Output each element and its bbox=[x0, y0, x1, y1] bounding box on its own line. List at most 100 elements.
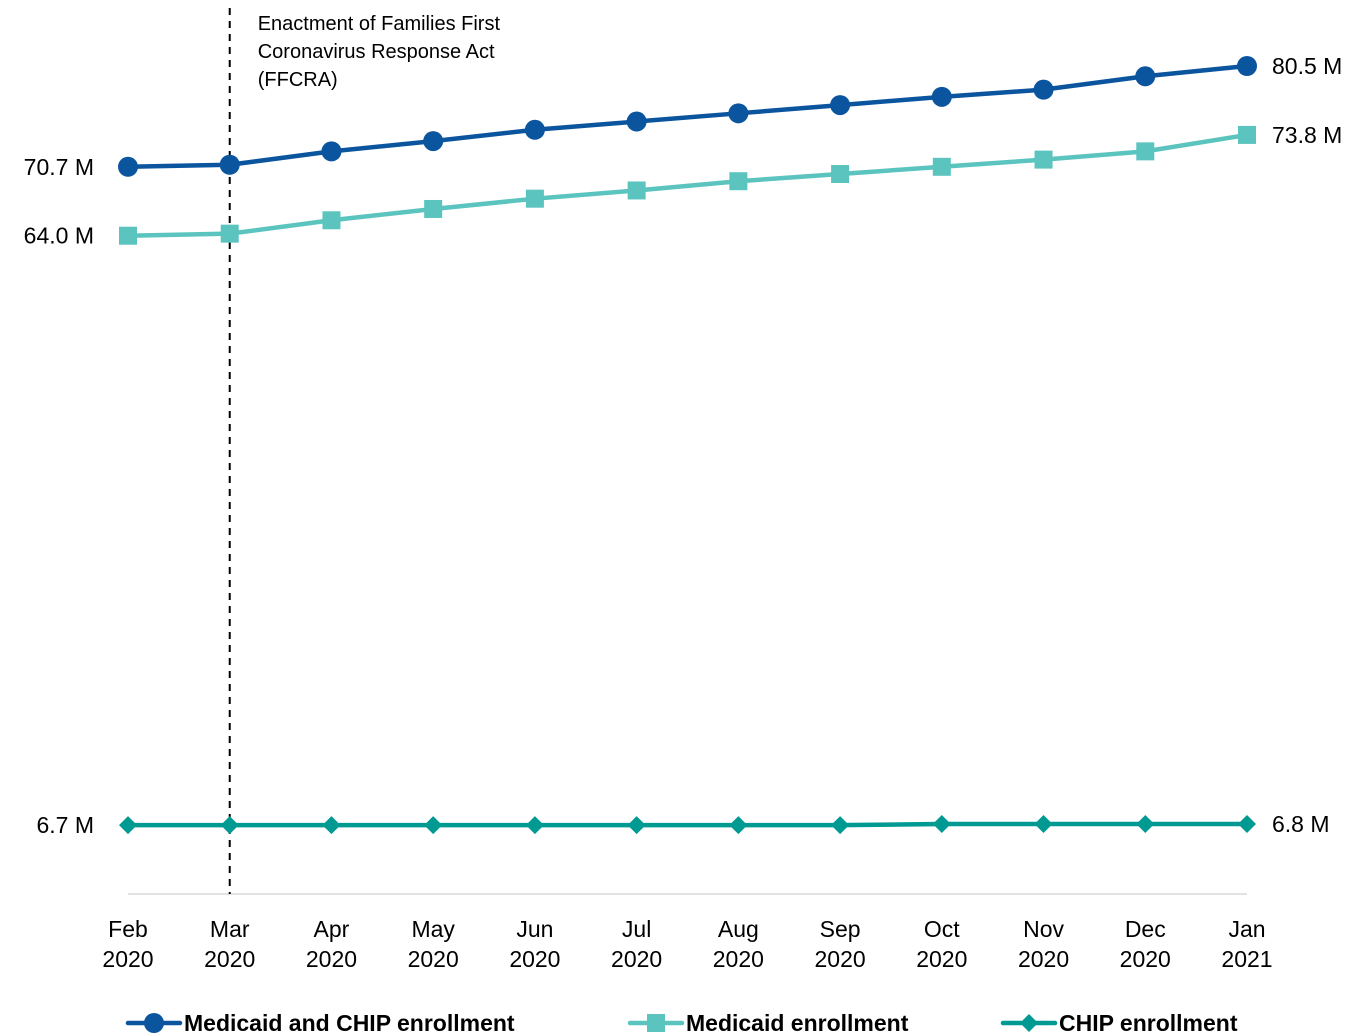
x-tick-label: May 2020 bbox=[408, 916, 459, 972]
data-point-medicaid-and-chip-enrollment bbox=[1033, 79, 1054, 100]
x-tick-label-line: Mar bbox=[210, 916, 250, 942]
x-tick-label: Jun 2020 bbox=[509, 916, 560, 972]
annotation-text-line: (FFCRA) bbox=[258, 69, 338, 91]
data-point-chip-enrollment bbox=[1136, 815, 1155, 834]
data-point-medicaid-and-chip-enrollment bbox=[931, 86, 952, 107]
end-value-label-medicaid-enrollment: 73.8 M bbox=[1272, 122, 1342, 148]
x-tick-label-line: Apr bbox=[314, 916, 350, 942]
annotation-text-line: Coronavirus Response Act bbox=[258, 41, 495, 63]
data-point-chip-enrollment bbox=[831, 816, 850, 835]
x-tick-label-line: May bbox=[411, 916, 455, 942]
data-point-medicaid-enrollment bbox=[525, 189, 544, 208]
data-point-medicaid-and-chip-enrollment bbox=[118, 156, 138, 177]
start-value-label-medicaid-enrollment: 64.0 M bbox=[24, 223, 94, 249]
data-point-medicaid-and-chip-enrollment bbox=[524, 119, 545, 140]
x-tick-label-line: Aug bbox=[718, 916, 759, 942]
x-tick-label-line: 2020 bbox=[102, 946, 153, 972]
x-tick-label-line: Oct bbox=[924, 916, 960, 942]
series-line-chip-enrollment bbox=[125, 821, 1250, 828]
series-line-medicaid-enrollment bbox=[125, 132, 1250, 238]
x-tick-label: Jan 2021 bbox=[1221, 916, 1272, 972]
data-point-chip-enrollment bbox=[627, 816, 646, 835]
x-tick-label-line: 2020 bbox=[204, 946, 255, 972]
data-point-medicaid-and-chip-enrollment bbox=[626, 111, 647, 132]
data-point-medicaid-enrollment bbox=[1136, 142, 1155, 161]
series-value-labels: 70.7 M 80.5 M 64.0 M 73.8 M 6.7 M 6.8 M bbox=[24, 53, 1343, 838]
data-point-medicaid-and-chip-enrollment bbox=[219, 154, 240, 175]
legend-label: CHIP enrollment bbox=[1059, 1010, 1238, 1036]
end-value-label-chip-enrollment: 6.8 M bbox=[1272, 811, 1330, 837]
legend-label: Medicaid and CHIP enrollment bbox=[184, 1010, 515, 1036]
data-point-medicaid-and-chip-enrollment bbox=[423, 131, 444, 152]
data-point-chip-enrollment bbox=[932, 815, 951, 834]
x-tick-label: Dec 2020 bbox=[1120, 916, 1171, 972]
data-point-medicaid-enrollment bbox=[1238, 125, 1256, 144]
x-tick-label-line: 2020 bbox=[306, 946, 357, 972]
series-line-medicaid-and-chip-enrollment bbox=[125, 63, 1250, 170]
data-point-chip-enrollment bbox=[220, 816, 239, 835]
x-tick-label-line: 2020 bbox=[611, 946, 662, 972]
x-tick-label-line: 2020 bbox=[1018, 946, 1069, 972]
legend-item: Medicaid and CHIP enrollment bbox=[125, 1010, 515, 1036]
x-tick-labels: Feb 2020 Mar 2020 Apr 2020 May 2020 Jun 2020 Jul 20… bbox=[102, 916, 1272, 972]
series-group bbox=[118, 56, 1257, 835]
data-point-medicaid-and-chip-enrollment bbox=[1237, 56, 1257, 76]
x-tick-label-line: Nov bbox=[1023, 916, 1064, 942]
x-tick-label-line: 2020 bbox=[509, 946, 560, 972]
data-point-medicaid-enrollment bbox=[932, 157, 951, 176]
legend-item: CHIP enrollment bbox=[1000, 1010, 1238, 1036]
data-point-medicaid-and-chip-enrollment bbox=[728, 103, 749, 124]
data-point-medicaid-enrollment bbox=[627, 181, 646, 200]
data-point-medicaid-and-chip-enrollment bbox=[1135, 66, 1156, 87]
annotation-group: Enactment of Families First Coronavirus R… bbox=[228, 8, 501, 894]
x-tick-label-line: 2020 bbox=[916, 946, 967, 972]
data-point-medicaid-and-chip-enrollment bbox=[321, 141, 342, 162]
x-tick-label: Apr 2020 bbox=[306, 916, 357, 972]
x-tick-label-line: 2020 bbox=[713, 946, 764, 972]
x-tick-label-line: Dec bbox=[1125, 916, 1166, 942]
data-point-medicaid-enrollment bbox=[119, 226, 137, 245]
x-tick-label-line: 2020 bbox=[408, 946, 459, 972]
x-tick-label-line: 2020 bbox=[815, 946, 866, 972]
data-point-medicaid-enrollment bbox=[729, 172, 748, 191]
x-tick-label-line: Jun bbox=[516, 916, 553, 942]
x-tick-label-line: Sep bbox=[820, 916, 861, 942]
data-point-medicaid-enrollment bbox=[831, 165, 850, 183]
data-point-chip-enrollment bbox=[1034, 815, 1053, 834]
legend: Medicaid and CHIP enrollment Medicaid enr… bbox=[125, 1010, 1238, 1036]
data-point-medicaid-and-chip-enrollment bbox=[830, 95, 851, 116]
x-tick-label: Mar 2020 bbox=[204, 916, 255, 972]
data-point-medicaid-enrollment bbox=[424, 199, 443, 218]
x-tick-label: Nov 2020 bbox=[1018, 916, 1069, 972]
x-tick-label-line: Jan bbox=[1228, 916, 1265, 942]
legend-swatch-marker bbox=[144, 1013, 164, 1033]
x-tick-label: Aug 2020 bbox=[713, 916, 764, 972]
x-tick-label-line: Jul bbox=[622, 916, 651, 942]
x-tick-label-line: Feb bbox=[108, 916, 148, 942]
annotation-text-line: Enactment of Families First bbox=[258, 13, 501, 35]
legend-item: Medicaid enrollment bbox=[627, 1010, 909, 1036]
start-value-label-medicaid-and-chip-enrollment: 70.7 M bbox=[24, 154, 94, 180]
data-point-chip-enrollment bbox=[1238, 815, 1256, 834]
data-point-chip-enrollment bbox=[424, 816, 443, 835]
data-point-chip-enrollment bbox=[119, 816, 137, 835]
end-value-label-medicaid-and-chip-enrollment: 80.5 M bbox=[1272, 53, 1342, 79]
data-point-chip-enrollment bbox=[322, 816, 341, 835]
x-tick-label: Oct 2020 bbox=[916, 916, 967, 972]
legend-label: Medicaid enrollment bbox=[686, 1010, 909, 1036]
data-point-chip-enrollment bbox=[729, 816, 748, 835]
x-tick-label: Jul 2020 bbox=[611, 916, 662, 972]
data-point-medicaid-enrollment bbox=[1034, 150, 1053, 169]
x-tick-label-line: 2020 bbox=[1120, 946, 1171, 972]
x-tick-label: Sep 2020 bbox=[815, 916, 866, 972]
data-point-medicaid-enrollment bbox=[220, 224, 239, 243]
x-tick-label: Feb 2020 bbox=[102, 916, 153, 972]
x-tick-label-line: 2021 bbox=[1221, 946, 1272, 972]
legend-swatch-marker bbox=[1020, 1014, 1038, 1032]
data-point-medicaid-enrollment bbox=[322, 211, 341, 230]
legend-swatch-marker bbox=[647, 1014, 665, 1032]
data-point-chip-enrollment bbox=[525, 816, 544, 835]
start-value-label-chip-enrollment: 6.7 M bbox=[36, 812, 94, 838]
